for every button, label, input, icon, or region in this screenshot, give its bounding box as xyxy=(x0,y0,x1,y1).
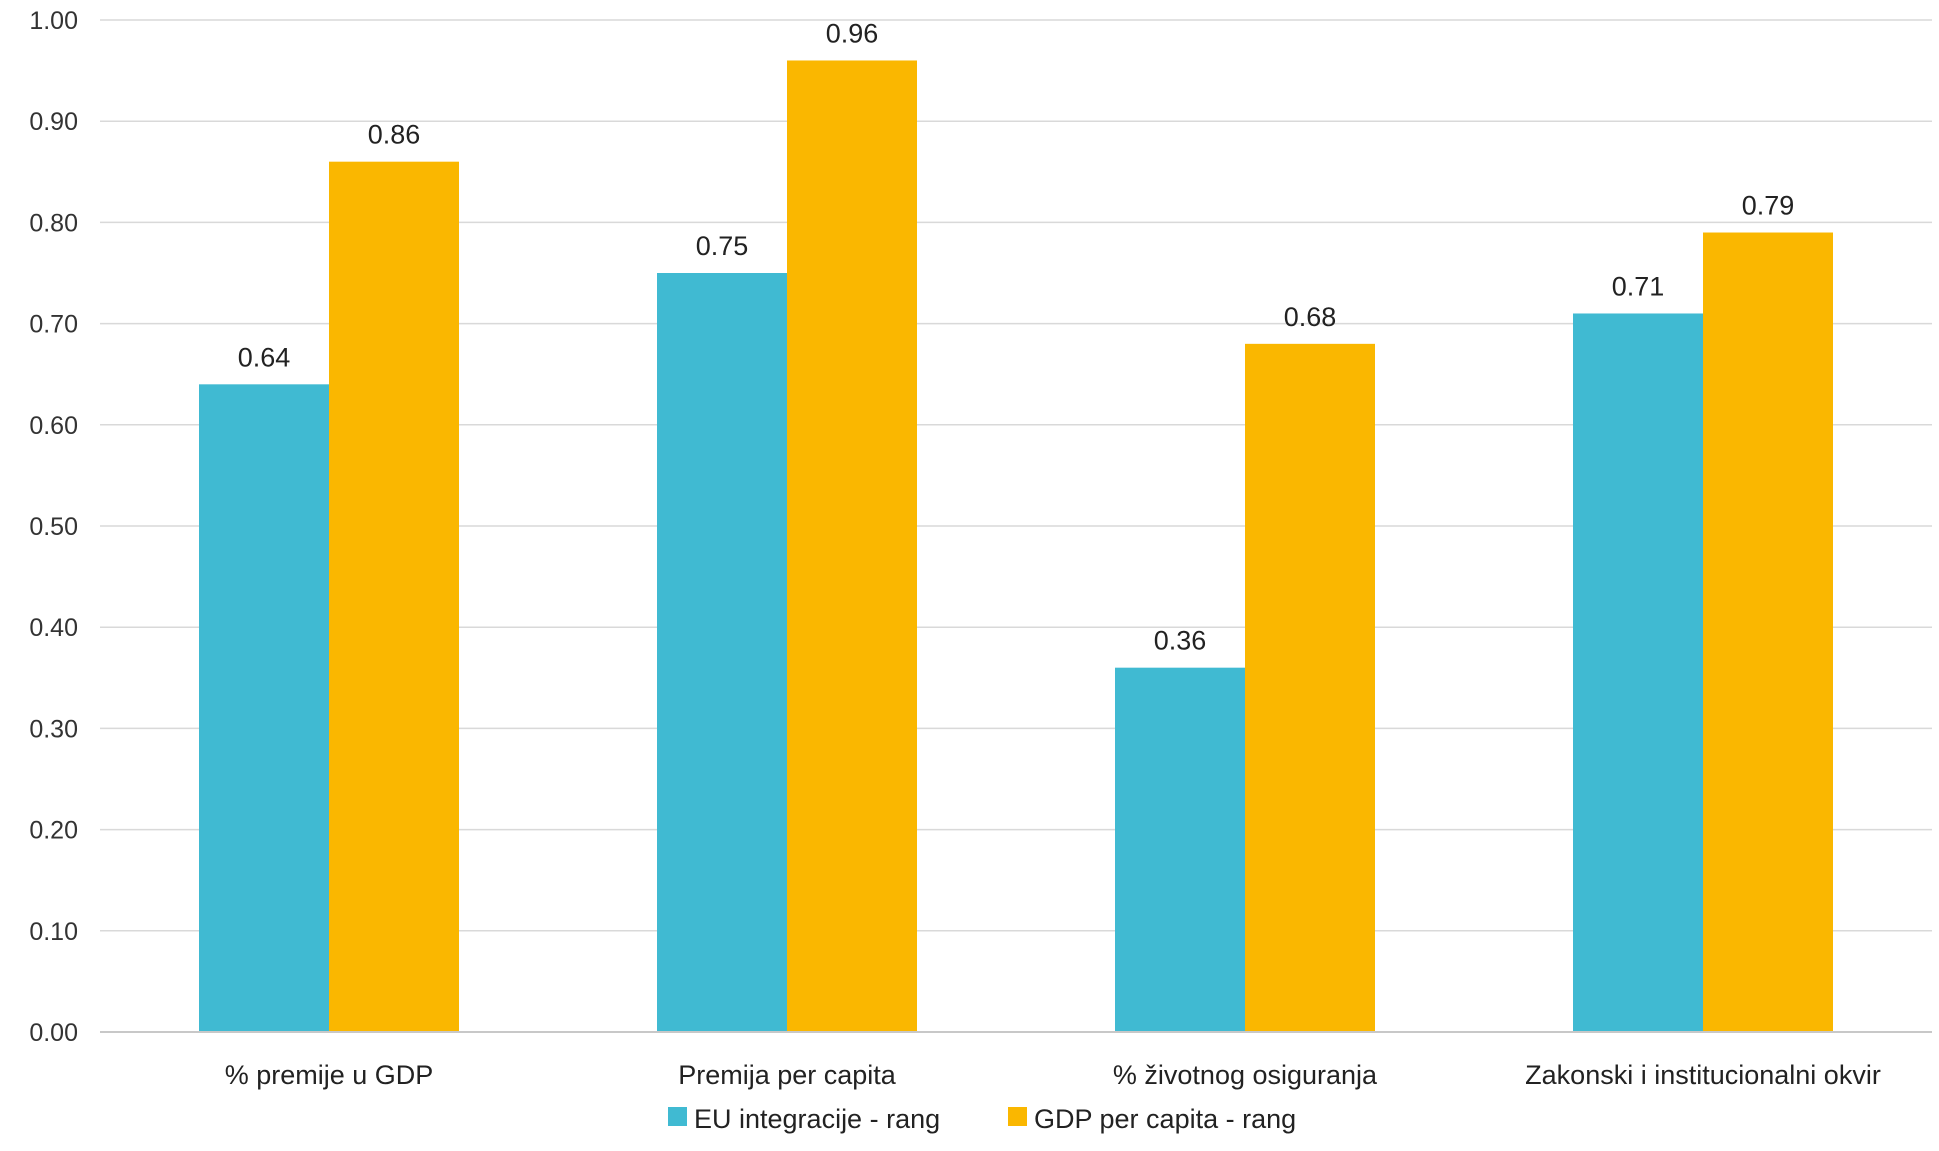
bar xyxy=(329,162,459,1032)
legend: EU integracije - rang GDP per capita - ra… xyxy=(668,1104,1296,1134)
bar xyxy=(1245,344,1375,1032)
y-tick-label: 0.70 xyxy=(29,311,78,339)
legend-item: GDP per capita - rang xyxy=(1008,1104,1296,1134)
legend-swatch xyxy=(668,1107,687,1126)
y-tick-label: 0.00 xyxy=(29,1019,78,1047)
y-tick-label: 0.90 xyxy=(29,108,78,136)
bar xyxy=(787,60,917,1032)
legend-label: GDP per capita - rang xyxy=(1034,1104,1296,1134)
data-labels: 0.64 0.86 0.75 0.96 0.36 0.68 0.71 0.79 xyxy=(238,18,1795,655)
data-label: 0.79 xyxy=(1742,191,1795,221)
bar xyxy=(199,384,329,1032)
bar xyxy=(1573,313,1703,1032)
data-label: 0.86 xyxy=(368,120,421,150)
legend-item: EU integracije - rang xyxy=(668,1104,940,1134)
y-tick-label: 0.30 xyxy=(29,715,78,743)
data-label: 0.75 xyxy=(696,231,749,261)
x-category-label: Premija per capita xyxy=(678,1060,897,1090)
bar xyxy=(657,273,787,1032)
y-tick-label: 0.50 xyxy=(29,513,78,541)
y-tick-label: 0.60 xyxy=(29,412,78,440)
bars xyxy=(199,60,1833,1032)
y-tick-label: 1.00 xyxy=(29,7,78,35)
x-axis-categories: % premije u GDP Premija per capita % život… xyxy=(225,1060,1881,1090)
bar xyxy=(1115,668,1245,1032)
y-tick-label: 0.10 xyxy=(29,918,78,946)
bar xyxy=(1703,233,1833,1032)
x-category-label: % životnog osiguranja xyxy=(1113,1060,1378,1090)
y-axis-ticks: 0.00 0.10 0.20 0.30 0.40 0.50 0.60 0.70 0.80 0.90… xyxy=(29,7,78,1047)
x-category-label: % premije u GDP xyxy=(225,1060,434,1090)
x-category-label: Zakonski i institucionalni okvir xyxy=(1525,1060,1881,1090)
y-tick-label: 0.40 xyxy=(29,614,78,642)
data-label: 0.64 xyxy=(238,342,291,372)
data-label: 0.71 xyxy=(1612,271,1665,301)
legend-swatch xyxy=(1008,1107,1027,1126)
data-label: 0.36 xyxy=(1154,626,1207,656)
y-tick-label: 0.20 xyxy=(29,817,78,845)
data-label: 0.96 xyxy=(826,18,879,48)
legend-label: EU integracije - rang xyxy=(694,1104,940,1134)
y-tick-label: 0.80 xyxy=(29,209,78,237)
data-label: 0.68 xyxy=(1284,302,1337,332)
